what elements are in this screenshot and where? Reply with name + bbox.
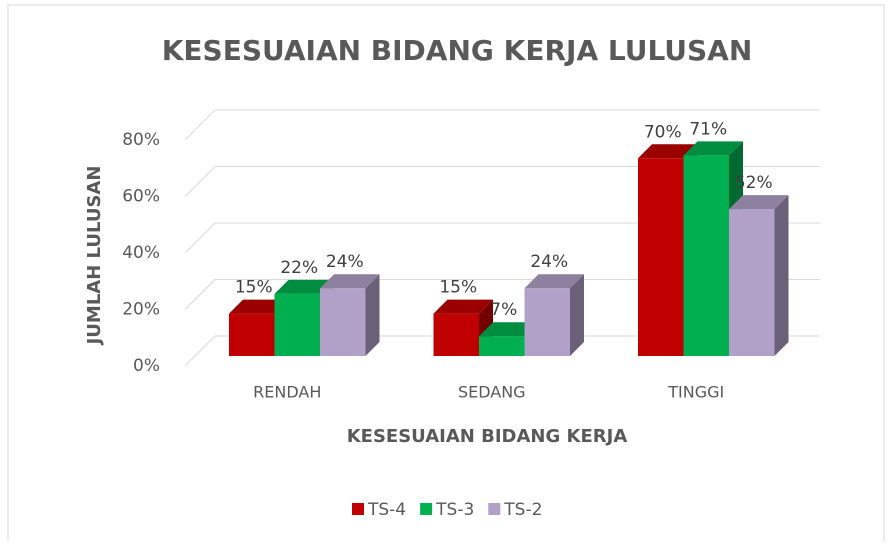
y-axis-label: JUMLAH LULUSAN <box>84 166 105 347</box>
bar-side <box>570 274 584 356</box>
x-tick-label: RENDAH <box>253 383 321 402</box>
bar-front <box>433 313 479 356</box>
y-tick-label: 20% <box>122 300 160 320</box>
y-tick-label: 80% <box>122 130 160 150</box>
bar-top <box>729 195 789 210</box>
bar-side <box>774 195 789 356</box>
grid-line <box>184 166 820 197</box>
bar-front <box>229 313 275 356</box>
bar-front <box>274 293 320 356</box>
bar-front <box>729 209 775 356</box>
bar-top <box>683 141 743 156</box>
legend-label: TS-2 <box>503 500 542 520</box>
y-tick-label: 0% <box>133 356 160 376</box>
legend-swatch <box>352 503 364 515</box>
value-label: 70% <box>644 122 682 142</box>
bar-top <box>274 279 334 294</box>
legend-label: TS-3 <box>435 500 474 520</box>
bar-front <box>638 158 684 356</box>
y-tick-label: 40% <box>122 243 160 263</box>
y-tick-label: 60% <box>122 187 160 207</box>
bar-side <box>365 274 380 356</box>
bar-front <box>479 336 525 356</box>
x-tick-label: TINGGI <box>667 383 724 402</box>
bar-top <box>638 144 698 159</box>
value-label: 24% <box>530 252 568 272</box>
value-label: 24% <box>326 252 364 272</box>
bar <box>729 195 789 356</box>
grid-line <box>184 335 820 367</box>
bar-top <box>479 322 539 337</box>
bar <box>320 274 380 356</box>
bar <box>524 274 584 356</box>
bar-top <box>524 274 584 289</box>
value-label: 71% <box>689 119 727 139</box>
x-tick-label: SEDANG <box>458 383 526 402</box>
x-axis-label: KESESUAIAN BIDANG KERJA <box>347 426 628 447</box>
bar-front <box>683 155 729 356</box>
value-label: 15% <box>439 278 477 298</box>
grid-line <box>184 222 820 254</box>
value-label: 22% <box>280 258 318 278</box>
legend-label: TS-4 <box>367 500 406 520</box>
grid-line <box>184 109 820 141</box>
legend-swatch <box>488 503 501 515</box>
chart-border <box>7 4 885 541</box>
bar-top <box>433 299 493 314</box>
bar-top <box>229 299 289 314</box>
value-label: 52% <box>735 173 773 193</box>
bar-top <box>320 274 380 289</box>
chart-title: KESESUAIAN BIDANG KERJA LULUSAN <box>162 34 753 67</box>
bar-front <box>524 288 570 356</box>
grid-line <box>184 279 820 310</box>
bar-front <box>320 288 366 356</box>
value-label: 15% <box>235 278 273 298</box>
legend-swatch <box>420 503 433 515</box>
value-label: 7% <box>490 300 517 320</box>
